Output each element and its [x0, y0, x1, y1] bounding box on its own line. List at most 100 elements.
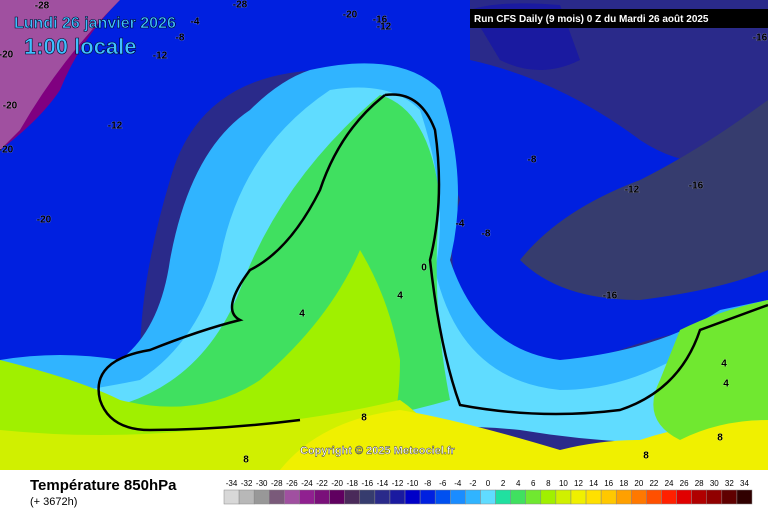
- contour-label: 8: [643, 451, 649, 462]
- contour-label: -20: [343, 10, 358, 21]
- valid-date: Lundi 26 janvier 2026: [14, 15, 176, 32]
- scale-swatch: [329, 489, 345, 505]
- scale-label: 22: [649, 479, 658, 488]
- scale-swatch: [404, 489, 421, 505]
- scale-label: -10: [407, 479, 419, 488]
- contour-label: 0: [421, 263, 427, 274]
- scale-label: -4: [454, 479, 462, 488]
- footer-title: Température 850hPa: [30, 477, 177, 494]
- scale-label: 26: [680, 479, 689, 488]
- scale-label: -8: [424, 479, 432, 488]
- scale-swatch: [480, 489, 496, 505]
- scale-label: 16: [604, 479, 613, 488]
- lead-time: (+ 3672h): [30, 496, 77, 508]
- scale-label: 12: [574, 479, 583, 488]
- scale-label: -34: [226, 479, 238, 488]
- scale-swatch: [736, 489, 753, 505]
- scale-swatch: [721, 489, 738, 505]
- scale-swatch: [434, 489, 451, 505]
- scale-swatch: [389, 489, 406, 505]
- scale-label: -20: [331, 479, 343, 488]
- contour-label: -12: [625, 185, 640, 196]
- scale-label: -12: [392, 479, 404, 488]
- contour-label: -16: [373, 15, 388, 26]
- scale-label: 24: [665, 479, 674, 488]
- run-banner: [470, 9, 768, 28]
- scale-label: -32: [241, 479, 253, 488]
- contour-label: -8: [176, 33, 185, 44]
- scale-swatch: [374, 489, 391, 505]
- contour-label: -28: [233, 0, 248, 11]
- scale-swatch: [238, 489, 255, 505]
- scale-label: 32: [725, 479, 734, 488]
- contour-label: -12: [377, 22, 392, 33]
- contour-label: -12: [153, 51, 168, 62]
- scale-swatch: [465, 489, 481, 505]
- zero-contour: [97, 93, 768, 432]
- contour-label: -28: [35, 1, 50, 12]
- scale-swatch: [253, 489, 270, 505]
- scale-label: -2: [469, 479, 477, 488]
- scale-label: -28: [271, 479, 283, 488]
- scale-swatch: [631, 489, 647, 505]
- contour-label: -16: [689, 181, 704, 192]
- scale-swatch: [615, 489, 632, 505]
- temperature-field: [0, 0, 768, 470]
- contour-label: -20: [37, 215, 52, 226]
- copyright: Copyright © 2025 Meteociel.fr: [300, 445, 456, 457]
- contour-label: -16: [603, 291, 618, 302]
- scale-label: 34: [740, 479, 749, 488]
- scale-swatch: [510, 489, 526, 505]
- contour-label: 8: [361, 413, 367, 424]
- scale-swatch: [585, 489, 602, 505]
- scale-label: 28: [695, 479, 704, 488]
- scale-swatch: [314, 489, 330, 505]
- scale-swatch: [495, 489, 511, 505]
- scale-swatch: [706, 489, 723, 505]
- contour-label: -16: [753, 33, 768, 44]
- scale-swatch: [555, 489, 572, 505]
- scale-label: 8: [546, 479, 551, 488]
- contour-label: 8: [243, 455, 249, 466]
- valid-time: 1:00 locale: [24, 34, 137, 59]
- scale-swatch: [661, 489, 677, 505]
- scale-label: 2: [501, 479, 506, 488]
- scale-swatch: [419, 489, 436, 505]
- scale-swatch: [646, 489, 662, 505]
- scale-label: -26: [286, 479, 298, 488]
- run-info: Run CFS Daily (9 mois) 0 Z du Mardi 26 a…: [474, 14, 709, 25]
- scale-label: 14: [589, 479, 598, 488]
- scale-label: 18: [619, 479, 628, 488]
- scale-swatch: [223, 489, 240, 505]
- contour-label: -4: [456, 219, 465, 230]
- contour-label: 8: [717, 433, 723, 444]
- contour-label: -20: [0, 50, 14, 61]
- contour-label: -8: [528, 155, 537, 166]
- scale-swatch: [450, 489, 466, 505]
- scale-label: 4: [516, 479, 521, 488]
- scale-swatch: [600, 489, 617, 505]
- scale-swatch: [299, 489, 315, 505]
- scale-label: -14: [377, 479, 389, 488]
- scale-swatch: [691, 489, 707, 505]
- scale-swatch: [540, 489, 557, 505]
- scale-swatch: [525, 489, 542, 505]
- scale-label: 20: [634, 479, 643, 488]
- scale-swatch: [359, 489, 376, 505]
- contour-label: 4: [721, 359, 727, 370]
- contour-label: -12: [108, 121, 123, 132]
- contour-label: 4: [299, 309, 305, 320]
- scale-label: -6: [439, 479, 447, 488]
- contour-label: -4: [191, 17, 200, 28]
- scale-label: 30: [710, 479, 719, 488]
- scale-label: 0: [486, 479, 491, 488]
- contour-label: 4: [723, 379, 729, 390]
- scale-label: 10: [559, 479, 568, 488]
- contour-label: -20: [3, 101, 18, 112]
- scale-swatch: [344, 489, 361, 505]
- scale-swatch: [570, 489, 587, 505]
- scale-swatch: [284, 489, 300, 505]
- contour-label: 4: [397, 291, 403, 302]
